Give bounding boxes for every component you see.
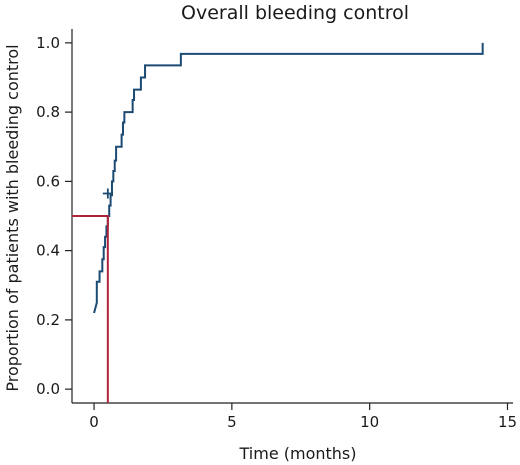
x-tick-label: 0: [89, 413, 99, 431]
y-tick-label: 0.8: [36, 103, 60, 121]
chart-title: Overall bleeding control: [181, 2, 409, 24]
y-tick-label: 0.6: [36, 172, 60, 190]
axes: [71, 29, 513, 404]
ticks: 0 5 10 15 0.0 0.2 0.4 0.6 0.8 1.0: [36, 34, 517, 431]
y-tick-label: 0.0: [36, 380, 60, 398]
y-tick-label: 1.0: [36, 34, 60, 52]
x-axis-label: Time (months): [239, 444, 357, 463]
y-tick-label: 0.2: [36, 311, 60, 329]
km-survival-curve: [93, 42, 484, 314]
series: [72, 42, 484, 403]
x-tick-label: 10: [360, 413, 379, 431]
median-reference-line: [72, 215, 109, 403]
y-axis-label: Proportion of patients with bleeding con…: [3, 44, 22, 391]
x-tick-label: 5: [227, 413, 237, 431]
y-tick-label: 0.4: [36, 242, 60, 260]
x-tick-label: 15: [498, 413, 517, 431]
